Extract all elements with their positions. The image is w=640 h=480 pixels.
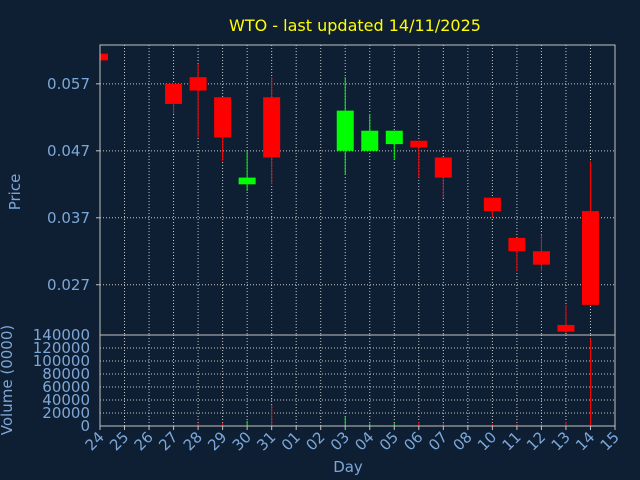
x-tick-label: 02 — [302, 428, 328, 454]
x-tick-label: 05 — [376, 428, 402, 454]
x-tick-label: 25 — [106, 428, 132, 454]
y-axis-label: Price — [6, 174, 24, 211]
candle-body — [263, 97, 281, 158]
candle-body — [336, 110, 354, 151]
candle-body — [434, 157, 452, 178]
x-tick-label: 30 — [229, 428, 255, 454]
x-tick-label: 11 — [499, 428, 525, 454]
volume-tick-label: 120000 — [33, 339, 90, 357]
x-tick-labels: 2425262728293031010203040506070810111213… — [82, 426, 623, 454]
candle-body — [189, 77, 207, 91]
x-axis-label: Day — [333, 458, 363, 476]
candle-body — [385, 130, 403, 145]
x-tick-label: 04 — [351, 428, 377, 454]
volume-gridlines — [99, 334, 616, 427]
volume-panel-frame — [99, 334, 616, 427]
candle-body — [361, 130, 379, 151]
volume-tick-label: 100000 — [33, 352, 90, 370]
price-tick-label: 0.057 — [47, 75, 90, 93]
x-tick-label: 27 — [155, 428, 181, 454]
volume-tick-label: 40000 — [42, 391, 90, 409]
candle-body — [238, 177, 256, 185]
x-tick-label: 28 — [180, 428, 206, 454]
x-tick-label: 06 — [400, 428, 426, 454]
candle-body — [214, 97, 232, 138]
x-tick-label: 29 — [204, 428, 230, 454]
candle-body — [100, 53, 108, 61]
candle-body — [410, 140, 428, 148]
candles — [99, 53, 599, 333]
volume-tick-label: 80000 — [42, 365, 90, 383]
candle-body — [557, 324, 575, 332]
plot-frames — [99, 44, 616, 427]
x-tick-label: 01 — [278, 428, 304, 454]
x-tick-label: 31 — [253, 428, 279, 454]
price-tick-label: 0.027 — [47, 276, 90, 294]
volume-tick-label: 20000 — [42, 404, 90, 422]
candle-body — [581, 211, 599, 305]
chart-title: WTO - last updated 14/11/2025 — [229, 16, 481, 35]
x-tick-label: 26 — [131, 428, 157, 454]
price-tick-labels: 0.027 0.037 0.047 0.057 — [47, 75, 100, 294]
candle-body — [532, 251, 550, 265]
candle-body — [508, 237, 526, 252]
x-tick-label: 07 — [425, 428, 451, 454]
x-tick-label: 08 — [449, 428, 475, 454]
price-tick-label: 0.037 — [47, 209, 90, 227]
volume-tick-label: 60000 — [42, 378, 90, 396]
volume-tick-label: 0 — [80, 417, 90, 435]
x-tick-label: 13 — [548, 428, 574, 454]
volume-tick-label: 140000 — [33, 326, 90, 344]
x-tick-label: 10 — [474, 428, 500, 454]
candle-body — [483, 197, 501, 212]
x-tick-label: 15 — [597, 428, 623, 454]
volume-bars — [173, 338, 591, 426]
x-tick-label: 14 — [572, 428, 598, 454]
candle-body — [165, 83, 183, 104]
volume-axis-label: Volume (0000) — [0, 325, 16, 435]
x-tick-label: 03 — [327, 428, 353, 454]
x-tick-label: 12 — [523, 428, 549, 454]
price-tick-label: 0.047 — [47, 142, 90, 160]
